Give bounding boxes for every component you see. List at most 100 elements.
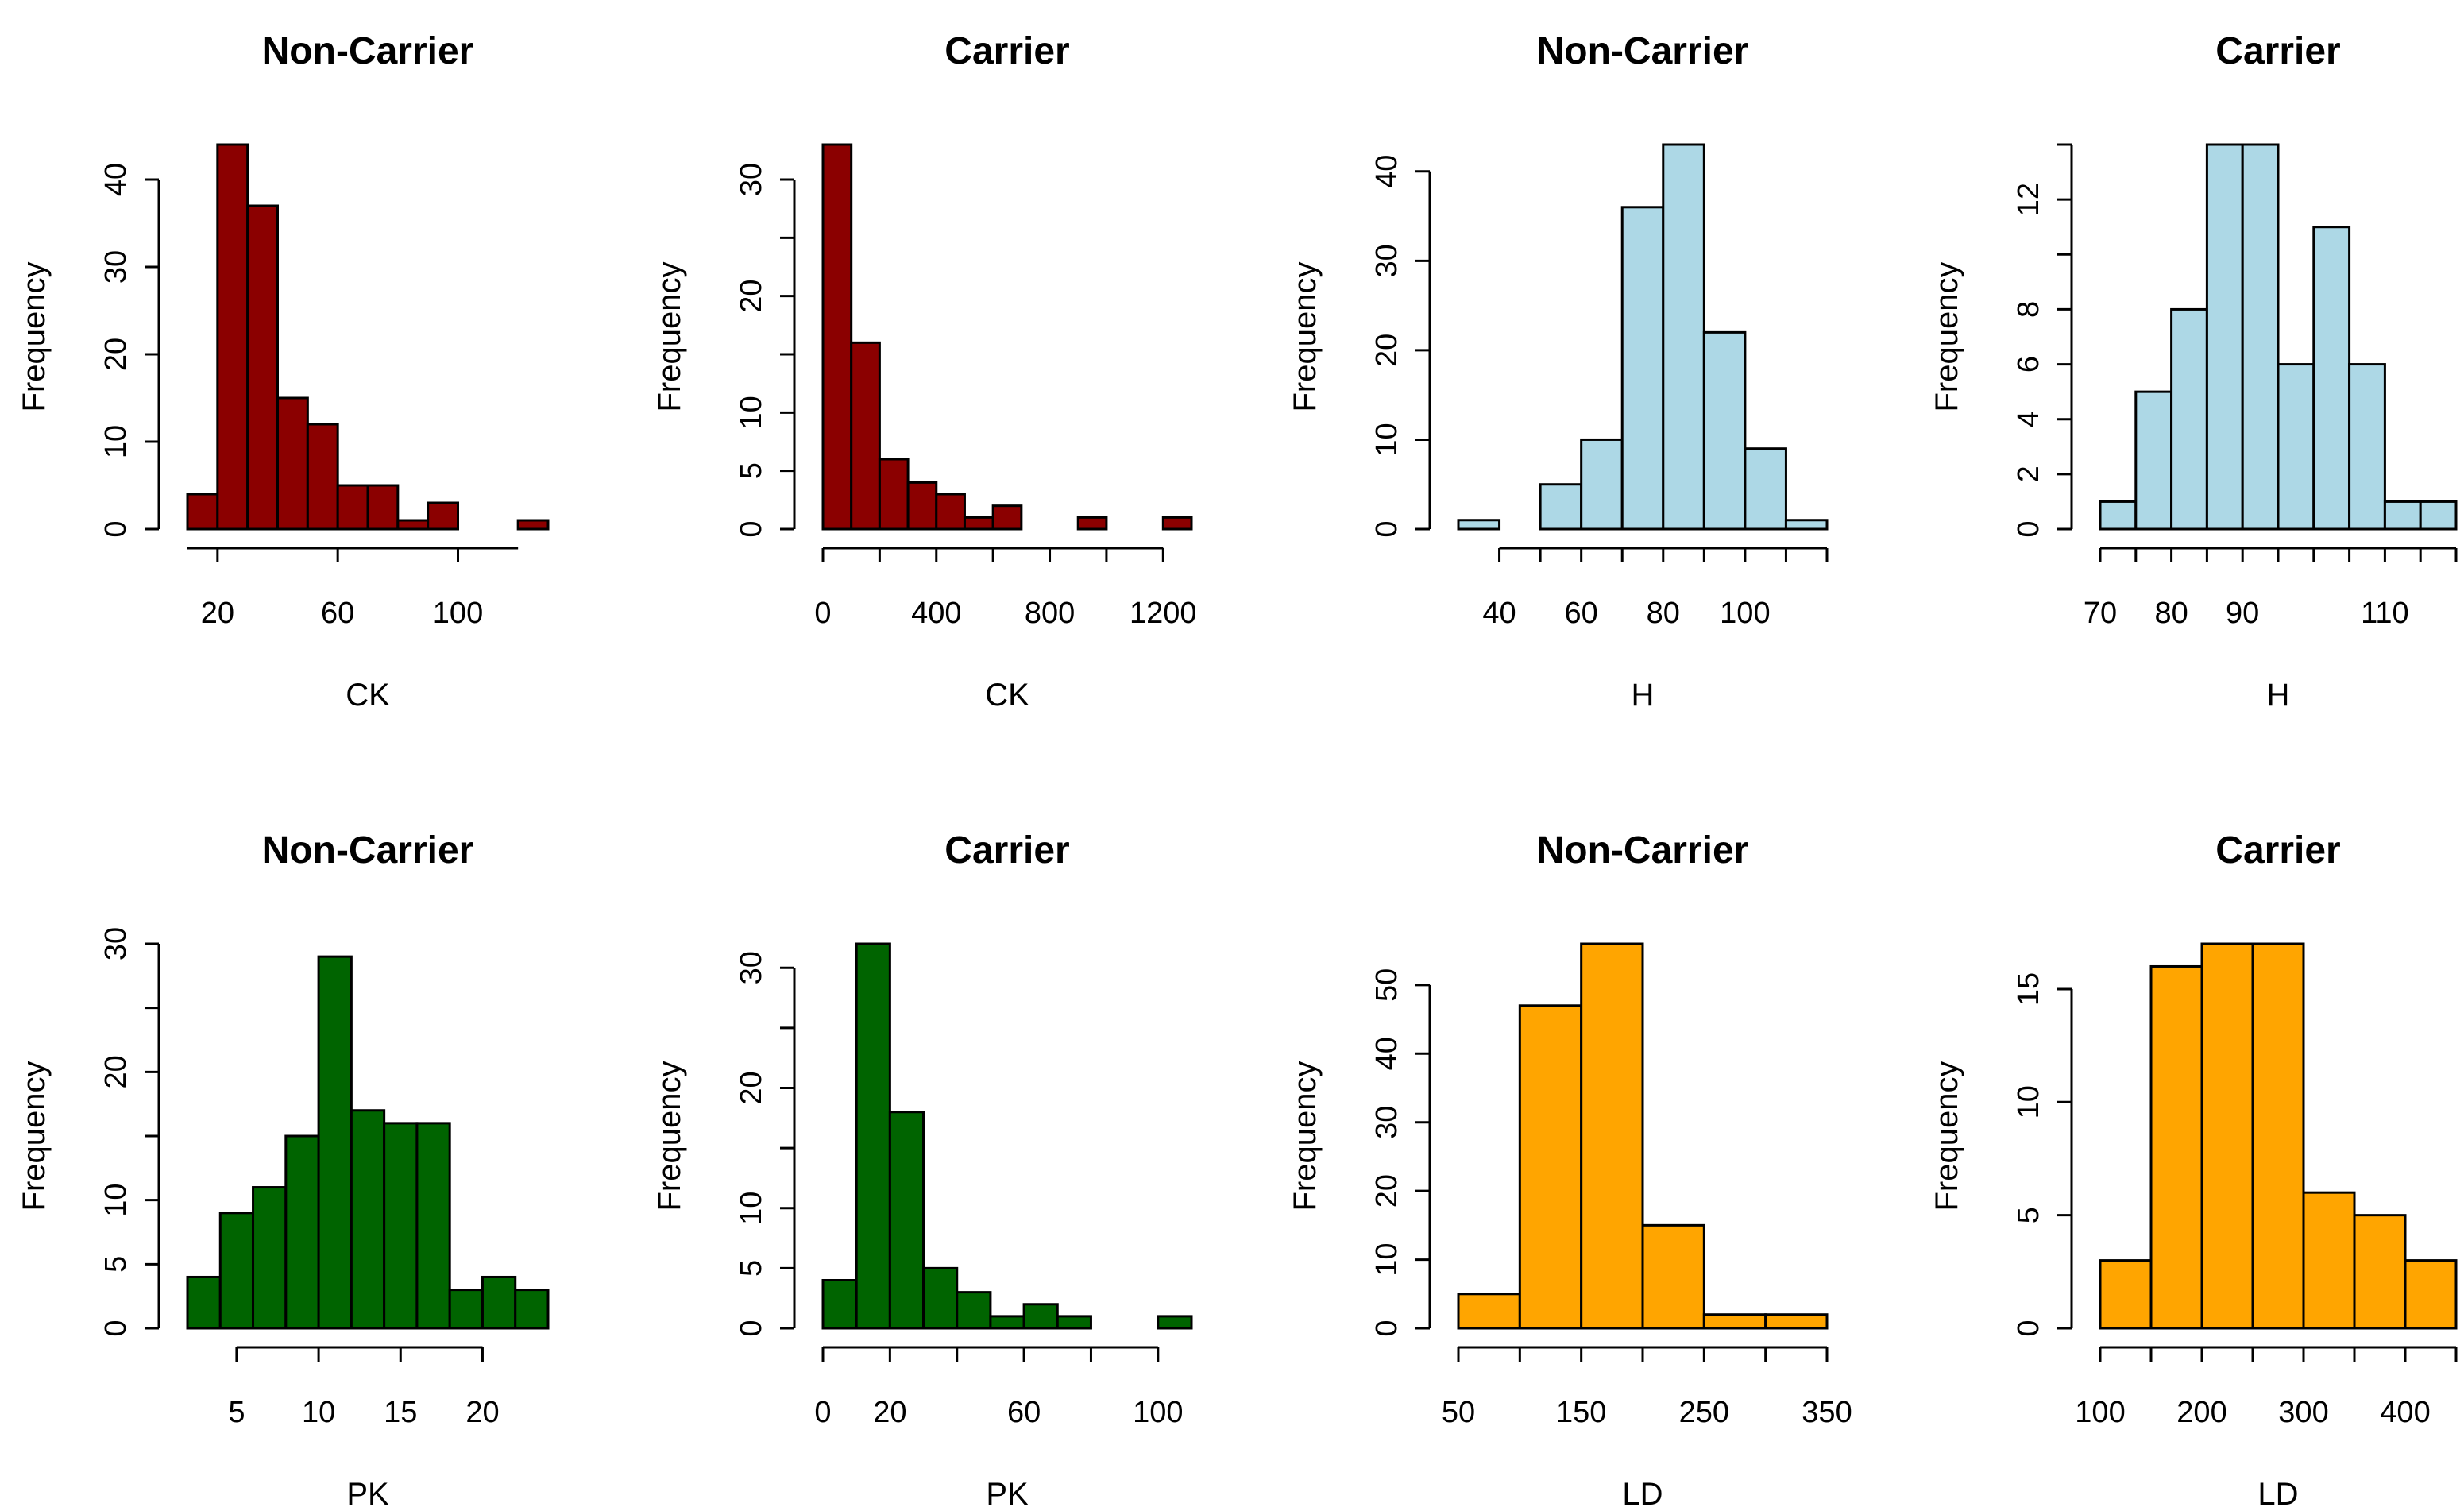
y-tick-label: 5: [735, 462, 768, 479]
histogram-bar: [1786, 520, 1827, 529]
x-tick-label: 60: [321, 597, 354, 630]
y-tick-label: 12: [2012, 183, 2045, 216]
y-axis-label: Frequency: [1929, 1061, 1964, 1212]
histogram-panel-4: Carrier 70 80 90 110 H 0 2 4 6 8 12 Frequency: [1929, 30, 2456, 713]
panel-title: Non-Carrier: [262, 30, 474, 72]
histogram-bar: [852, 342, 880, 529]
x-axis-label: PK: [346, 1477, 389, 1511]
y-tick-label: 30: [735, 163, 768, 196]
y-axis-label: Frequency: [652, 1061, 687, 1212]
x-tick-label: 200: [2176, 1396, 2226, 1429]
y-tick-label: 0: [2012, 520, 2045, 537]
y-tick-label: 5: [2012, 1207, 2045, 1223]
histogram-bar: [964, 517, 993, 529]
x-axis: 0 400 800 1200: [814, 548, 1196, 630]
histogram-bar: [218, 145, 248, 529]
histogram-bar: [1582, 944, 1643, 1328]
histogram-bar: [2385, 501, 2420, 529]
histogram-bar: [518, 520, 548, 529]
y-axis: 0 5 10 15: [2012, 972, 2072, 1337]
y-tick-label: 40: [99, 163, 133, 196]
x-axis: 50 150 250 350: [1442, 1347, 1852, 1429]
histogram-bar: [993, 506, 1022, 529]
histogram-panel-8: Carrier 100 200 300 400 LD 0 5 10 15 Frequency: [1929, 829, 2456, 1511]
histogram-bar: [351, 1111, 384, 1328]
y-tick-label: 5: [735, 1260, 768, 1277]
x-tick-label: 50: [1442, 1396, 1475, 1429]
histogram-bar: [890, 1112, 923, 1328]
x-tick-label: 0: [814, 1396, 831, 1429]
x-axis-label: H: [2267, 678, 2290, 713]
y-tick-label: 30: [99, 250, 133, 284]
y-tick-label: 4: [2012, 411, 2045, 427]
x-tick-label: 60: [1565, 597, 1598, 630]
x-tick-label: 20: [465, 1396, 499, 1429]
y-tick-label: 10: [99, 425, 133, 458]
panel-title: Non-Carrier: [1537, 829, 1749, 871]
histogram-bar: [384, 1123, 417, 1328]
histogram-bar: [823, 1281, 856, 1329]
histogram-panel-7: Non-Carrier 50 150 250 350 LD 0 10 20 30 40 50 Frequ…: [1288, 829, 1852, 1511]
panel-title: Carrier: [2215, 30, 2340, 72]
histogram-bar: [1663, 145, 1705, 529]
y-tick-label: 8: [2012, 301, 2045, 318]
x-tick-label: 110: [2361, 597, 2409, 630]
x-axis: 70 80 90 110: [2084, 548, 2456, 630]
y-tick-label: 10: [1370, 423, 1404, 456]
histogram-bar: [1622, 207, 1663, 529]
y-axis: 0 10 20 30 40 50: [1370, 968, 1430, 1337]
x-tick-label: 15: [384, 1396, 417, 1429]
histogram-panel-6: Carrier 0 20 60 100 PK 0 5 10 20 30 Frequency: [652, 829, 1191, 1511]
histogram-bar: [2304, 1192, 2354, 1328]
histogram-bar: [2151, 966, 2202, 1328]
histogram-bar: [278, 398, 308, 529]
histogram-panel-1: Non-Carrier 20 60 100 CK 0 10 20 30 40 Frequency: [17, 30, 548, 713]
histogram-bar: [1643, 1225, 1704, 1328]
histogram-bar: [2405, 1261, 2456, 1328]
histogram-bar: [286, 1136, 319, 1328]
x-tick-label: 350: [1802, 1396, 1852, 1429]
x-tick-label: 400: [911, 597, 961, 630]
x-axis-label: CK: [985, 678, 1029, 713]
histogram-bar: [2242, 145, 2278, 529]
y-tick-label: 20: [1370, 1174, 1404, 1208]
y-tick-label: 30: [99, 927, 133, 960]
x-tick-label: 90: [2226, 597, 2259, 630]
histogram-bar: [482, 1277, 515, 1328]
histogram-bar: [2100, 1261, 2151, 1328]
histogram-bar: [823, 145, 852, 529]
histogram-bar: [856, 944, 890, 1328]
histogram-bar: [253, 1188, 286, 1328]
histogram-bar: [957, 1293, 991, 1328]
x-tick-label: 800: [1025, 597, 1075, 630]
histogram-bar: [879, 459, 908, 529]
y-tick-label: 0: [735, 520, 768, 537]
panel-title: Carrier: [944, 30, 1069, 72]
x-tick-label: 10: [302, 1396, 335, 1429]
y-axis-label: Frequency: [1929, 262, 1964, 412]
histogram-bar: [2202, 944, 2253, 1328]
histogram-bar: [417, 1123, 450, 1328]
histogram-panel-5: Non-Carrier 5 10 15 20 PK 0 5 10 20 30 Frequency: [17, 829, 548, 1511]
histogram-bar: [1458, 520, 1500, 529]
y-tick-label: 0: [1370, 1320, 1404, 1336]
x-tick-label: 150: [1556, 1396, 1606, 1429]
x-axis-label: LD: [2257, 1477, 2298, 1511]
y-tick-label: 2: [2012, 466, 2045, 482]
panel-title: Non-Carrier: [1537, 30, 1749, 72]
histogram-bar: [2350, 365, 2385, 529]
histogram-bar: [307, 424, 338, 529]
histogram-bar: [937, 494, 965, 529]
panel-title: Carrier: [944, 829, 1069, 871]
y-tick-label: 15: [2012, 972, 2045, 1006]
histogram-bar: [2253, 944, 2304, 1328]
x-tick-label: 80: [1647, 597, 1680, 630]
panel-title: Carrier: [2215, 829, 2340, 871]
histogram-bar: [2136, 392, 2172, 529]
y-axis-label: Frequency: [652, 262, 687, 412]
histogram-bar: [2100, 501, 2136, 529]
y-axis-label: Frequency: [1288, 1061, 1323, 1212]
histogram-bar: [908, 482, 937, 529]
histogram-grid-figure: Non-Carrier20 60 100CK010203040FrequencyCa…: [0, 0, 2464, 1511]
